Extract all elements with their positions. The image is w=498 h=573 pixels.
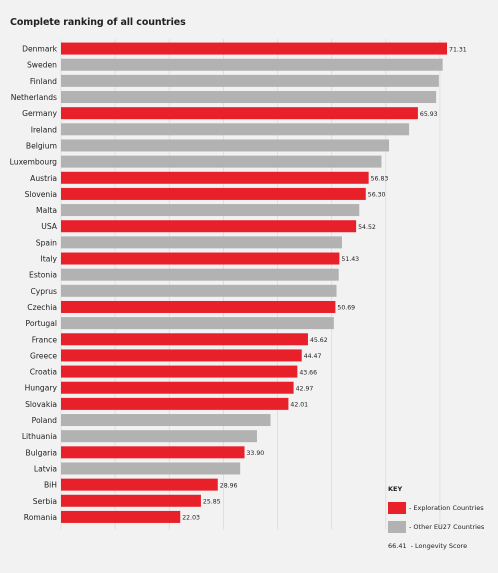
- category-label: Ireland: [31, 125, 57, 134]
- legend-swatch-other: [388, 521, 406, 533]
- category-label: France: [32, 335, 58, 344]
- value-label: 33.90: [247, 450, 265, 457]
- bar-greece: [61, 349, 302, 362]
- category-label: Malta: [36, 206, 57, 215]
- bar-slovakia: [61, 397, 289, 410]
- category-label: Hungary: [25, 384, 58, 393]
- bar-denmark: [61, 42, 448, 55]
- value-label: 42.01: [290, 402, 308, 409]
- bar-usa: [61, 220, 357, 233]
- value-label: 45.62: [310, 337, 328, 344]
- category-label: Slovakia: [25, 400, 57, 409]
- bar-france: [61, 333, 308, 346]
- category-label: Finland: [30, 77, 57, 86]
- bar-ireland: [61, 123, 410, 136]
- category-label: Cyprus: [30, 287, 57, 296]
- chart-legend: KEY - Exploration Countries - Other EU27…: [388, 485, 493, 558]
- category-label: Denmark: [22, 45, 58, 54]
- bar-bih: [61, 478, 218, 491]
- value-label: 50.69: [337, 305, 355, 312]
- bar-czechia: [61, 300, 336, 313]
- bar-hungary: [61, 381, 294, 394]
- legend-label-other: - Other EU27 Countries: [409, 523, 485, 531]
- chart-title: Complete ranking of all countries: [10, 17, 186, 28]
- bar-italy: [61, 252, 340, 265]
- value-label: 22.03: [182, 515, 200, 522]
- category-label: Slovenia: [25, 190, 57, 199]
- value-label: 42.97: [296, 385, 314, 392]
- legend-item-exploration: - Exploration Countries: [388, 501, 493, 515]
- value-label: 43.66: [299, 369, 317, 376]
- bar-portugal: [61, 317, 334, 330]
- category-label: Sweden: [27, 61, 57, 70]
- bar-romania: [61, 510, 181, 523]
- bar-belgium: [61, 139, 390, 152]
- category-label: Bulgaria: [26, 448, 58, 457]
- value-label: 56.30: [368, 192, 386, 199]
- legend-score-value: 66.41: [388, 542, 407, 550]
- bar-luxembourg: [61, 155, 382, 168]
- bar-slovenia: [61, 187, 366, 200]
- category-label: Italy: [41, 255, 58, 264]
- legend-title: KEY: [388, 485, 403, 493]
- bar-malta: [61, 204, 360, 217]
- bar-croatia: [61, 365, 298, 378]
- category-label: Spain: [36, 238, 57, 247]
- value-label: 51.43: [341, 256, 359, 263]
- category-label: Latvia: [34, 464, 57, 473]
- category-label: Germany: [22, 109, 57, 118]
- value-label: 56.83: [371, 175, 389, 182]
- category-label: Serbia: [33, 497, 57, 506]
- value-label: 25.85: [203, 498, 221, 505]
- category-label: Romania: [24, 513, 57, 522]
- category-label: Greece: [30, 351, 57, 360]
- value-label: 65.93: [420, 111, 438, 118]
- category-label: Czechia: [27, 303, 57, 312]
- category-label: Estonia: [29, 271, 57, 280]
- category-label: Poland: [32, 416, 58, 425]
- bar-lithuania: [61, 430, 257, 443]
- category-label: Belgium: [26, 141, 57, 150]
- value-label: 44.47: [304, 353, 322, 360]
- category-label: Croatia: [30, 368, 57, 377]
- bar-germany: [61, 107, 418, 120]
- category-label: Luxembourg: [10, 158, 58, 167]
- bar-poland: [61, 414, 271, 427]
- legend-item-other: - Other EU27 Countries: [388, 520, 493, 534]
- bar-estonia: [61, 268, 339, 281]
- category-label: Austria: [30, 174, 57, 183]
- category-label: Lithuania: [22, 432, 57, 441]
- bar-latvia: [61, 462, 241, 475]
- bar-serbia: [61, 494, 201, 507]
- bar-cyprus: [61, 284, 337, 297]
- category-label: Netherlands: [11, 93, 57, 102]
- bar-spain: [61, 236, 342, 249]
- category-label: Portugal: [26, 319, 57, 328]
- bar-austria: [61, 171, 369, 184]
- legend-item-score: 66.41 - Longevity Score: [388, 539, 493, 553]
- bar-sweden: [61, 58, 443, 71]
- category-label: USA: [41, 222, 58, 231]
- bar-netherlands: [61, 91, 437, 104]
- legend-score-label: - Longevity Score: [410, 542, 468, 550]
- legend-label-exploration: - Exploration Countries: [409, 504, 484, 512]
- value-label: 54.52: [358, 224, 376, 231]
- category-label: BiH: [44, 481, 57, 490]
- bar-bulgaria: [61, 446, 245, 459]
- bar-finland: [61, 74, 439, 87]
- value-label: 28.96: [220, 482, 238, 489]
- value-label: 71.31: [449, 46, 467, 53]
- legend-swatch-exploration: [388, 502, 406, 514]
